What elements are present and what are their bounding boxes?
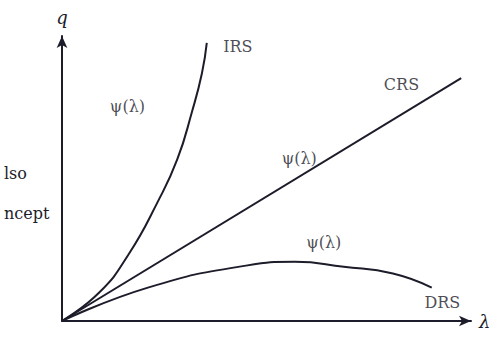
svg-text:IRS: IRS [223,37,252,56]
svg-text:λ: λ [478,311,490,332]
svg-text:lso: lso [4,164,27,183]
svg-text:DRS: DRS [424,293,460,312]
svg-text:ψ(λ): ψ(λ) [110,97,145,116]
svg-text:q: q [56,7,68,28]
svg-text:ψ(λ): ψ(λ) [306,233,341,252]
svg-text:ncept: ncept [4,204,50,223]
svg-text:ψ(λ): ψ(λ) [282,149,317,168]
svg-text:CRS: CRS [384,75,419,94]
